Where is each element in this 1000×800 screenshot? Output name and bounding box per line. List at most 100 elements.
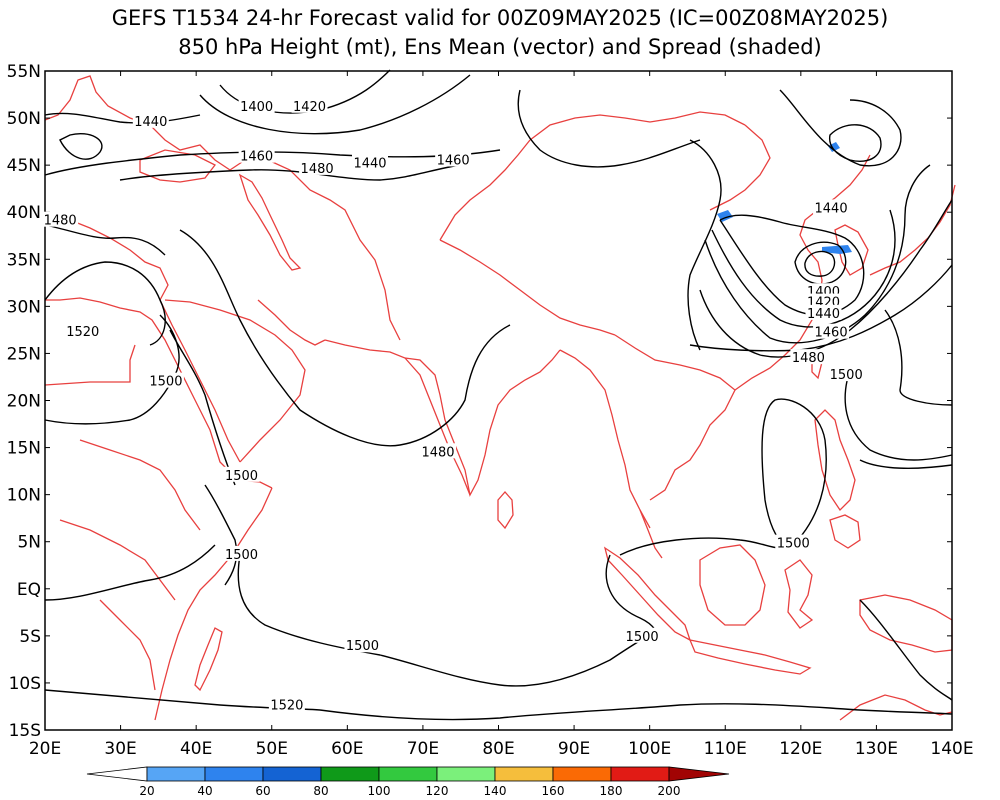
lat-tick-label: 10N <box>7 486 41 506</box>
contour-label: 1460 <box>813 323 850 341</box>
contour-label: 1500 <box>624 627 661 645</box>
colorbar-swatch <box>204 766 264 782</box>
contour-label-text: 1500 <box>346 639 379 654</box>
contour-label: 1440 <box>132 112 169 130</box>
contour-label-text: 1480 <box>301 162 334 177</box>
contour-label: 1520 <box>268 696 305 714</box>
coastline-sri-lanka <box>497 491 514 530</box>
lat-tick-label: 20N <box>7 392 41 412</box>
contour-line <box>761 398 827 549</box>
coastline-japan <box>869 184 956 276</box>
contour-label-text: 1500 <box>149 375 182 390</box>
border-africa-4 <box>99 599 156 691</box>
contour-label-bg <box>268 696 305 712</box>
lon-tick-label: 80E <box>482 739 514 759</box>
contour-label-text: 1500 <box>225 548 258 563</box>
coastline-java <box>688 639 812 675</box>
axis-ticks <box>44 70 953 731</box>
contour-label-text: 1440 <box>807 307 840 322</box>
contour-label: 1440 <box>805 304 842 322</box>
spread-shading-layer <box>717 142 852 254</box>
map-title-line1: GEFS T1534 24-hr Forecast valid for 00Z0… <box>111 6 889 30</box>
lat-tick-label: 5N <box>17 533 41 553</box>
border-africa-3 <box>59 519 176 601</box>
map-title-line2: 850 hPa Height (mt), Ens Mean (vector) a… <box>178 35 822 59</box>
contour-label-bg <box>805 304 842 320</box>
contour-label-text: 1440 <box>353 156 386 171</box>
contour-label-bg <box>42 211 79 227</box>
contour-label-bg <box>238 147 275 163</box>
border-mongolia <box>529 111 746 141</box>
lat-tick-label: 45N <box>7 156 41 176</box>
coastline-caspian <box>238 173 302 271</box>
lat-tick-label: 5S <box>19 627 41 647</box>
border-africa-1 <box>44 344 136 386</box>
contour-label: 1480 <box>420 443 457 460</box>
contour-label: 1520 <box>64 322 101 340</box>
colorbar-label: 40 <box>197 784 212 798</box>
contour-line <box>44 544 216 601</box>
contour-line <box>884 309 953 406</box>
colorbar-label: 20 <box>139 784 154 798</box>
contour-label: 1500 <box>223 545 260 563</box>
colorbar-swatch <box>494 766 554 782</box>
colorbar-swatch <box>378 766 438 782</box>
contour-label-bg <box>828 366 865 382</box>
coastline-sulawesi <box>784 559 814 629</box>
contour-line <box>804 250 836 277</box>
contour-label-bg <box>132 112 169 128</box>
contour-label-text: 1500 <box>830 368 863 383</box>
contour-label: 1500 <box>775 534 812 552</box>
contour-line <box>59 133 103 160</box>
lat-tick-label: 15N <box>7 439 41 459</box>
contour-label-text: 1460 <box>437 153 470 168</box>
contour-label: 1460 <box>238 147 275 165</box>
lon-tick-label: 20E <box>29 739 61 759</box>
contour-label-bg <box>775 534 812 550</box>
contour-label-bg <box>344 637 381 653</box>
contour-label: 1440 <box>352 154 389 171</box>
contour-line <box>859 459 953 469</box>
colorbar-label: 180 <box>600 784 623 798</box>
lat-tick-label: 50N <box>7 109 41 129</box>
colorbar-label: 100 <box>368 784 391 798</box>
colorbar-swatch <box>320 766 380 782</box>
lon-tick-label: 30E <box>104 739 136 759</box>
lat-tick-label: 15S <box>9 721 41 741</box>
contour-label-bg <box>420 443 457 459</box>
contour-label-text: 1500 <box>626 630 659 645</box>
longitude-labels: 20E 30E 40E 50E 60E 70E 80E 90E 100E 110E 120E 130E… <box>29 739 974 759</box>
colorbar <box>86 766 730 782</box>
contour-line <box>319 703 953 721</box>
border-himalaya <box>439 239 616 336</box>
border-russia-china <box>709 124 771 211</box>
contour-line <box>704 164 931 344</box>
contour-label: 1440 <box>813 199 850 216</box>
lon-tick-label: 120E <box>779 739 822 759</box>
coastline-china-east <box>734 154 871 391</box>
lat-tick-label: 10S <box>9 674 41 694</box>
contour-line <box>794 241 847 285</box>
coastline-philippines-south <box>829 514 861 549</box>
contour-label-bg <box>813 199 850 215</box>
contour-label: 1480 <box>790 349 827 366</box>
coastline-borneo <box>699 544 766 626</box>
coastline-australia-north <box>839 694 953 721</box>
contour-label-text: 1500 <box>225 469 258 484</box>
contour-line <box>199 74 471 135</box>
contour-label-text: 1500 <box>777 537 810 552</box>
contour-label-text: 1400 <box>240 100 273 115</box>
height-contours-layer <box>44 69 953 721</box>
contour-label-bg <box>223 466 260 482</box>
contour-label-bg <box>790 349 827 365</box>
coastline-new-guinea <box>859 594 953 653</box>
colorbar-low-triangle <box>86 766 148 782</box>
coastline-bay-bengal-east <box>559 349 651 529</box>
contour-label: 1500 <box>147 372 184 390</box>
coastline-sumatra <box>603 546 692 642</box>
contour-labels: 1440 1400 1420 1460 1480 1440 1460 1480 1520 1500… <box>42 97 865 714</box>
coastline-africa-east <box>154 487 273 721</box>
colorbar-label: 200 <box>658 784 681 798</box>
contour-line <box>517 89 701 168</box>
